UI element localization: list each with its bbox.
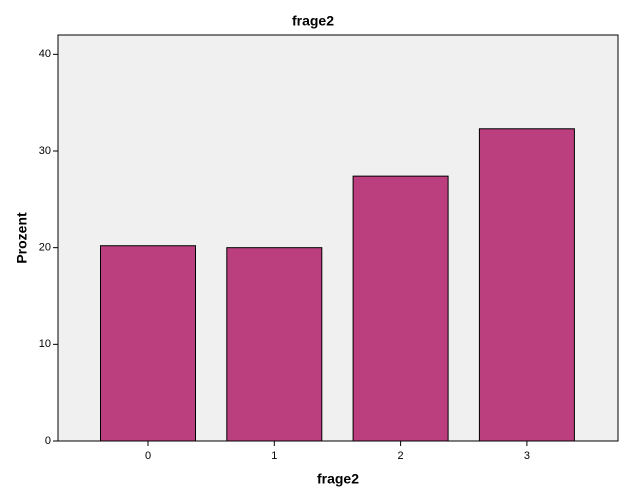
x-axis-label: frage2 <box>317 471 359 487</box>
y-tick-label: 30 <box>39 145 51 157</box>
x-tick-label: 2 <box>398 450 404 462</box>
y-tick-label: 0 <box>45 435 51 447</box>
y-tick-label: 20 <box>39 242 51 254</box>
chart-title: frage2 <box>292 13 334 29</box>
y-tick-label: 40 <box>39 48 51 60</box>
bar <box>478 128 575 442</box>
x-tick-label: 3 <box>524 450 530 462</box>
x-tick-label: 0 <box>145 450 151 462</box>
y-axis-label: Prozent <box>14 212 30 264</box>
x-tick-label: 1 <box>271 450 277 462</box>
bar <box>100 245 196 442</box>
y-tick-label: 10 <box>39 338 51 350</box>
bar <box>352 175 449 442</box>
bar <box>226 247 323 442</box>
